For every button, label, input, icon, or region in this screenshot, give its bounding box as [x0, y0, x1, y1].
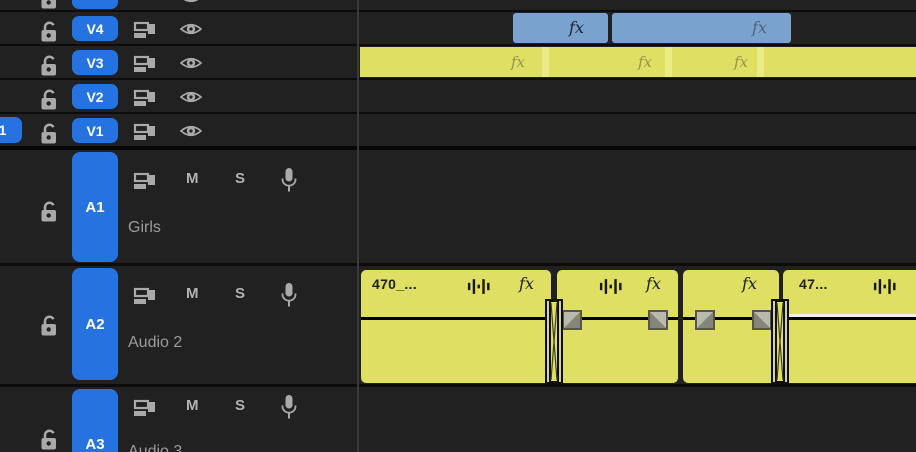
row-divider — [0, 112, 916, 114]
fade-triangle — [754, 312, 770, 328]
fx-badge[interactable]: fx — [569, 18, 584, 37]
track-button-v3[interactable]: V3 — [72, 50, 118, 75]
waveform-icon — [599, 278, 623, 295]
video-clip[interactable]: fx — [612, 13, 791, 43]
lock-icon[interactable] — [40, 427, 58, 451]
track-name-a3[interactable]: Audio 3 — [128, 443, 183, 452]
fx-badge[interactable]: fx — [742, 274, 757, 293]
lock-icon[interactable] — [40, 199, 58, 223]
source-patch-v1[interactable]: 1 — [0, 117, 22, 143]
track-button-v4[interactable]: V4 — [72, 16, 118, 41]
volume-band-highlight — [783, 314, 916, 317]
header-content-divider[interactable] — [357, 0, 359, 452]
solo-button[interactable]: S — [235, 170, 246, 187]
clip-edit-point[interactable] — [665, 47, 672, 77]
clip-edit-point[interactable] — [542, 47, 549, 77]
fx-badge[interactable]: fx — [511, 53, 526, 71]
audio-clip[interactable]: 47... — [783, 270, 916, 383]
sync-lock-icon[interactable] — [133, 55, 156, 73]
volume-band[interactable] — [783, 317, 916, 320]
lock-icon[interactable] — [40, 53, 58, 77]
track-button-a1[interactable]: A1 — [72, 152, 118, 262]
mic-icon[interactable] — [281, 282, 297, 308]
lock-icon[interactable] — [40, 19, 58, 43]
crossfade-transition[interactable] — [771, 299, 789, 384]
sync-lock-icon[interactable] — [133, 399, 156, 417]
crossfade-transition[interactable] — [545, 299, 563, 384]
fade-in-handle[interactable] — [695, 310, 715, 330]
volume-band[interactable] — [683, 317, 779, 320]
waveform-icon — [873, 278, 897, 295]
clip-name: 470_... — [372, 276, 417, 292]
eye-icon[interactable] — [180, 87, 202, 107]
sync-lock-icon[interactable] — [133, 287, 156, 305]
lock-icon[interactable] — [40, 121, 58, 145]
video-audio-divider[interactable] — [0, 146, 916, 150]
row-divider — [0, 263, 916, 266]
fade-out-handle[interactable] — [752, 310, 772, 330]
row-divider — [0, 78, 916, 80]
fx-badge[interactable]: fx — [646, 274, 661, 293]
track-button-v5[interactable] — [72, 0, 118, 9]
audio-clip[interactable]: 470_... fx — [361, 270, 551, 383]
fade-triangle — [697, 312, 713, 328]
track-button-v1[interactable]: V1 — [72, 118, 118, 143]
mic-icon[interactable] — [281, 167, 297, 193]
row-divider — [0, 44, 916, 46]
sync-lock-icon[interactable] — [133, 123, 156, 141]
sync-lock-icon[interactable] — [133, 89, 156, 107]
mic-icon[interactable] — [281, 394, 297, 420]
volume-band[interactable] — [361, 317, 551, 320]
waveform-icon — [467, 278, 491, 295]
eye-icon[interactable] — [180, 53, 202, 73]
fade-in-handle[interactable] — [562, 310, 582, 330]
fx-badge[interactable]: fx — [519, 274, 534, 293]
eye-icon[interactable] — [180, 121, 202, 141]
lock-icon[interactable] — [40, 0, 58, 10]
video-clip[interactable] — [360, 47, 916, 77]
lock-icon[interactable] — [40, 87, 58, 111]
track-button-a2[interactable]: A2 — [72, 268, 118, 380]
fx-badge[interactable]: fx — [638, 53, 653, 71]
track-button-v2[interactable]: V2 — [72, 84, 118, 109]
video-clip[interactable]: fx — [513, 13, 608, 43]
eye-icon[interactable] — [180, 0, 202, 7]
mute-button[interactable]: M — [186, 285, 199, 302]
fx-badge[interactable]: fx — [734, 53, 749, 71]
eye-icon[interactable] — [180, 19, 202, 39]
sync-lock-icon[interactable] — [133, 21, 156, 39]
track-name-a2[interactable]: Audio 2 — [128, 334, 183, 351]
clip-name: 47... — [799, 276, 828, 292]
mute-button[interactable]: M — [186, 170, 199, 187]
volume-band[interactable] — [557, 317, 678, 320]
clip-edit-point[interactable] — [757, 47, 764, 77]
mute-button[interactable]: M — [186, 397, 199, 414]
track-button-a3[interactable]: A3 — [72, 389, 118, 452]
sync-lock-icon[interactable] — [133, 172, 156, 190]
solo-button[interactable]: S — [235, 285, 246, 302]
fade-triangle — [564, 312, 580, 328]
fx-badge[interactable]: fx — [752, 18, 767, 37]
row-divider — [0, 10, 916, 12]
fade-triangle — [650, 312, 666, 328]
fade-out-handle[interactable] — [648, 310, 668, 330]
solo-button[interactable]: S — [235, 397, 246, 414]
row-divider — [0, 384, 916, 387]
track-name-a1[interactable]: Girls — [128, 219, 161, 236]
lock-icon[interactable] — [40, 313, 58, 337]
